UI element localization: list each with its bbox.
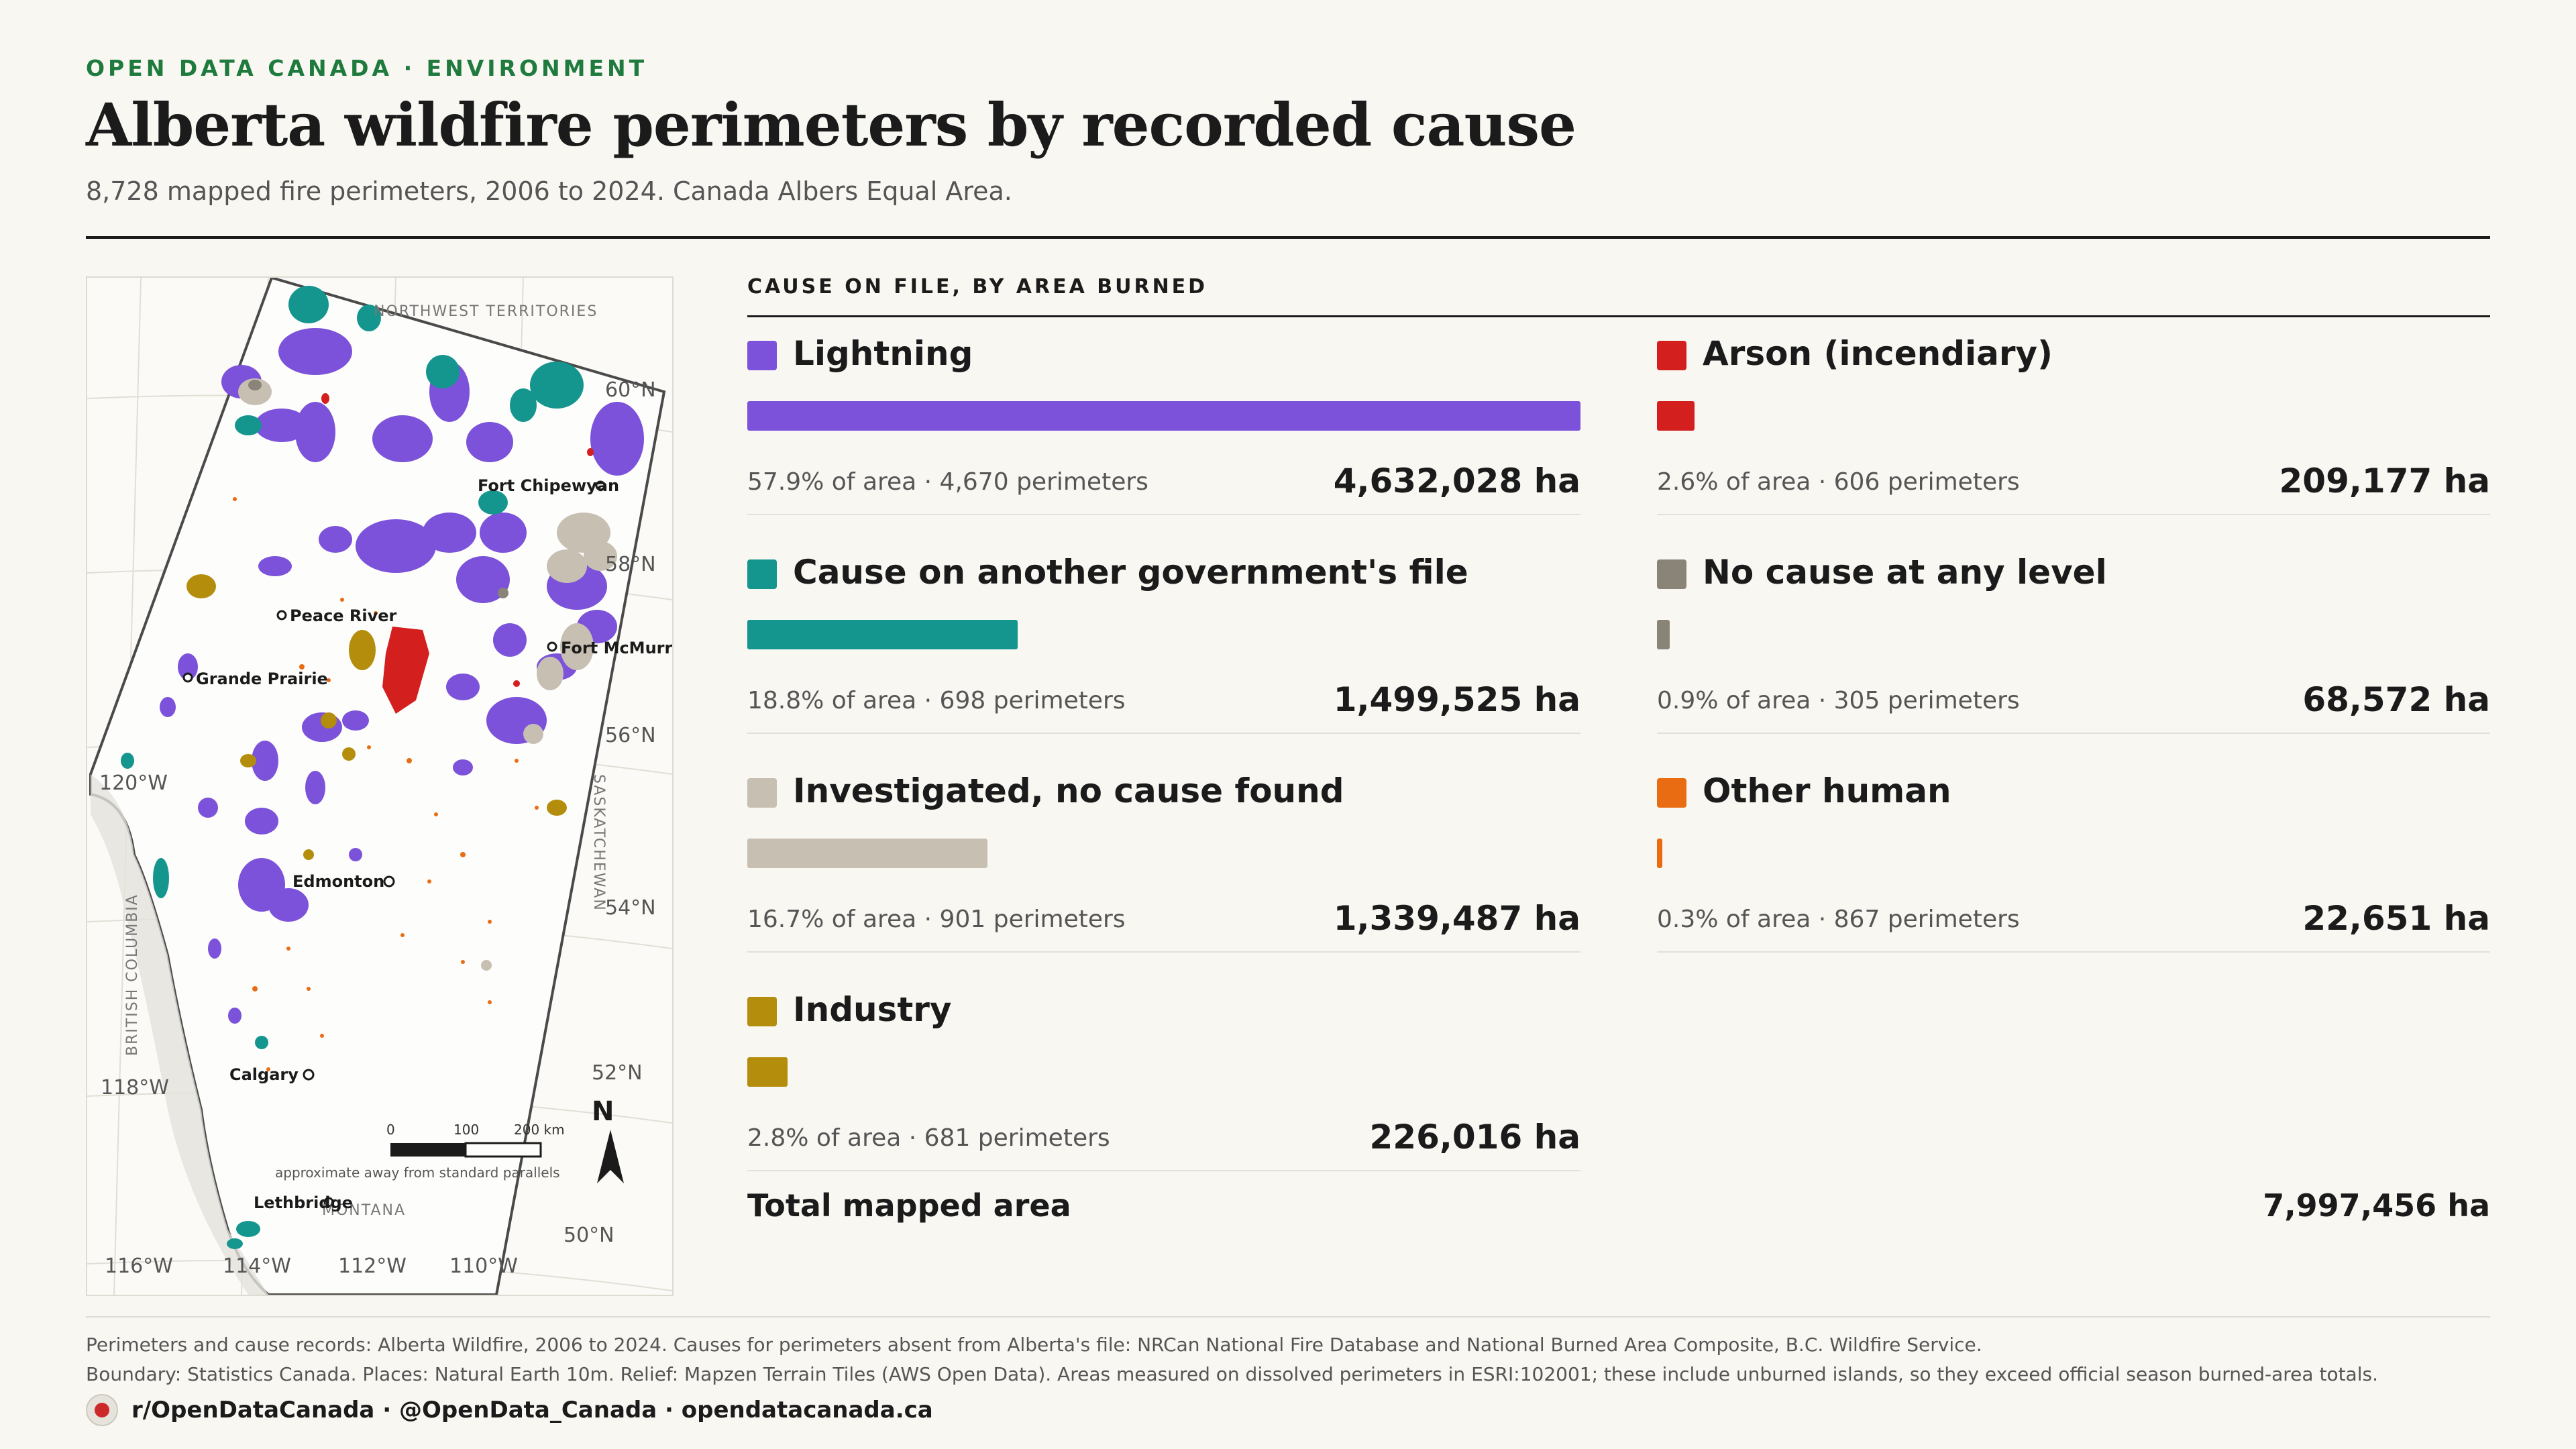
- cause-divider: [747, 1170, 1580, 1171]
- label-saskatchewan: SASKATCHEWAN: [590, 774, 607, 912]
- total-value: 7,997,456 ha: [2263, 1187, 2490, 1224]
- north-arrow-icon: [597, 1130, 624, 1183]
- cause-divider: [747, 733, 1580, 734]
- cause-swatch: [1657, 559, 1686, 589]
- lat-58-label: 58°N: [605, 553, 656, 576]
- cause-name: Arson (incendiary): [1703, 334, 2053, 373]
- cause-row: Cause on another government's file 18.8%…: [747, 538, 1580, 739]
- cause-meta: 57.9% of area · 4,670 perimeters: [747, 468, 1148, 496]
- cause-name: Other human: [1703, 771, 1951, 810]
- lat-54-label: 54°N: [605, 896, 656, 920]
- city-label-grande-prairie: Grande Prairie: [196, 669, 328, 688]
- brand-text: r/OpenDataCanada · @OpenData_Canada · op…: [131, 1397, 933, 1424]
- city-label-fort-mcmurray: Fort McMurray: [561, 639, 673, 657]
- lat-60-label: 60°N: [605, 378, 656, 402]
- brand-logo-icon: [86, 1394, 118, 1426]
- cause-row: Industry 2.8% of area · 681 perimeters 2…: [747, 975, 1580, 1177]
- source-note-1: Perimeters and cause records: Alberta Wi…: [86, 1334, 1982, 1356]
- cause-swatch: [747, 559, 777, 589]
- city-markers: [182, 480, 606, 1208]
- cause-bar: [747, 401, 1580, 431]
- lat-52-label: 52°N: [592, 1061, 643, 1085]
- scale-tick-100: 100: [453, 1122, 480, 1138]
- cause-divider: [1657, 951, 2490, 953]
- lon-120-label: 120°W: [99, 771, 168, 795]
- scale-bar: [390, 1142, 542, 1158]
- label-montana: MONTANA: [322, 1202, 407, 1219]
- cause-meta: 2.8% of area · 681 perimeters: [747, 1124, 1110, 1152]
- cause-value: 1,499,525 ha: [1333, 680, 1580, 719]
- cause-meta: 16.7% of area · 901 perimeters: [747, 906, 1126, 933]
- lat-50-label: 50°N: [564, 1224, 614, 1247]
- label-northwest-territories: NORTHWEST TERRITORIES: [374, 303, 598, 320]
- lon-114-label: 114°W: [223, 1254, 291, 1278]
- cause-meta: 18.8% of area · 698 perimeters: [747, 687, 1126, 714]
- cause-bar: [1657, 401, 1695, 431]
- cause-value: 1,339,487 ha: [1333, 899, 1580, 938]
- label-british-columbia: BRITISH COLUMBIA: [124, 894, 141, 1056]
- cause-bar: [1657, 839, 1662, 868]
- footer-divider: [86, 1316, 2490, 1318]
- cause-divider: [1657, 514, 2490, 515]
- cause-divider: [747, 514, 1580, 515]
- cause-bar: [747, 1057, 788, 1087]
- cause-name: Lightning: [793, 334, 973, 373]
- alberta-map: NORTHWEST TERRITORIES BRITISH COLUMBIA S…: [86, 276, 674, 1296]
- lon-110-label: 110°W: [449, 1254, 518, 1278]
- cause-divider: [1657, 733, 2490, 734]
- cause-meta: 0.9% of area · 305 perimeters: [1657, 687, 2020, 714]
- cause-swatch: [747, 997, 777, 1026]
- header-divider: [86, 236, 2490, 239]
- cause-divider: [747, 951, 1580, 953]
- cause-name: Investigated, no cause found: [793, 771, 1344, 810]
- scale-tick-0: 0: [386, 1122, 395, 1138]
- cause-bar: [747, 620, 1018, 649]
- lat-56-label: 56°N: [605, 724, 656, 747]
- cause-row: Lightning 57.9% of area · 4,670 perimete…: [747, 319, 1580, 521]
- cause-value: 22,651 ha: [2302, 899, 2490, 938]
- fire-perimeters: [121, 286, 644, 1249]
- source-note-2: Boundary: Statistics Canada. Places: Nat…: [86, 1363, 2378, 1385]
- brand-line: r/OpenDataCanada · @OpenData_Canada · op…: [86, 1394, 933, 1426]
- cause-value: 226,016 ha: [1369, 1118, 1580, 1157]
- map-canvas: [87, 278, 672, 1295]
- cause-value: 209,177 ha: [2279, 462, 2490, 500]
- cause-swatch: [747, 341, 777, 370]
- city-label-lethbridge: Lethbridge: [254, 1193, 354, 1212]
- cause-name: Industry: [793, 990, 952, 1029]
- cause-row: Investigated, no cause found 16.7% of ar…: [747, 757, 1580, 958]
- scale-note: approximate away from standard parallels: [275, 1165, 560, 1181]
- cause-name: Cause on another government's file: [793, 553, 1468, 592]
- cause-value: 68,572 ha: [2302, 680, 2490, 719]
- city-label-calgary: Calgary: [229, 1065, 299, 1084]
- cause-swatch: [1657, 778, 1686, 808]
- cause-row: Other human 0.3% of area · 867 perimeter…: [1657, 757, 2490, 958]
- scale-tick-200: 200 km: [514, 1122, 565, 1138]
- cause-meta: 2.6% of area · 606 perimeters: [1657, 468, 2020, 496]
- lon-112-label: 112°W: [338, 1254, 407, 1278]
- cause-swatch: [747, 778, 777, 808]
- page-title: Alberta wildfire perimeters by recorded …: [86, 90, 1576, 160]
- city-label-peace-river: Peace River: [290, 606, 397, 625]
- cause-bar: [747, 839, 987, 868]
- cause-row: No cause at any level 0.9% of area · 305…: [1657, 538, 2490, 739]
- cause-name: No cause at any level: [1703, 553, 2107, 592]
- north-label: N: [592, 1096, 614, 1127]
- page-subtitle: 8,728 mapped fire perimeters, 2006 to 20…: [86, 176, 1012, 206]
- cause-swatch: [1657, 341, 1686, 370]
- cause-row: Arson (incendiary) 2.6% of area · 606 pe…: [1657, 319, 2490, 521]
- lon-116-label: 116°W: [105, 1254, 173, 1278]
- cause-bar: [1657, 620, 1670, 649]
- cause-meta: 0.3% of area · 867 perimeters: [1657, 906, 2020, 933]
- cause-value: 4,632,028 ha: [1333, 462, 1580, 500]
- legend-divider: [747, 315, 2490, 317]
- city-label-edmonton: Edmonton: [292, 872, 385, 891]
- legend-header: CAUSE ON FILE, BY AREA BURNED: [747, 275, 1208, 299]
- city-label-fort-chipewyan: Fort Chipewyan: [478, 476, 620, 495]
- lon-118-label: 118°W: [101, 1076, 169, 1099]
- eyebrow-label: OPEN DATA CANADA · ENVIRONMENT: [86, 55, 648, 81]
- total-label: Total mapped area: [747, 1187, 1071, 1224]
